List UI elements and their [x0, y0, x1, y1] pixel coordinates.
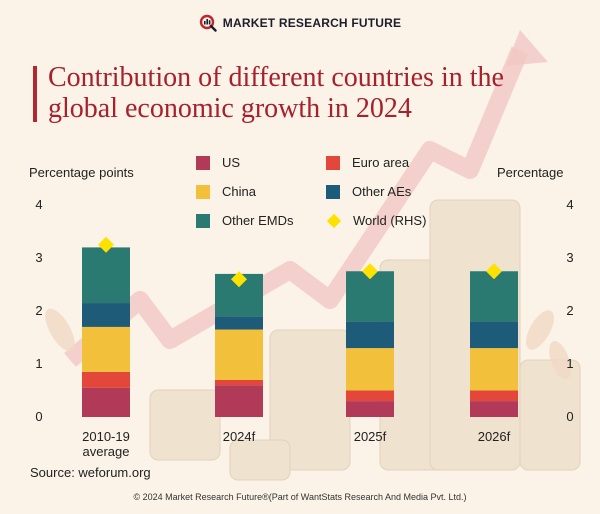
- y2-tick-label: 2: [566, 303, 573, 318]
- world-marker-diamond: [98, 236, 114, 253]
- source-note: Source: weforum.org: [30, 465, 151, 480]
- legend-swatch-us: [196, 155, 210, 170]
- bar-segment-other-emds: [346, 271, 394, 322]
- legend-swatch-euro-area: [326, 155, 340, 170]
- legend-swatch-china: [196, 184, 210, 199]
- y2-tick-label: 3: [566, 250, 573, 265]
- title-accent-bar: [33, 66, 37, 122]
- bar-segment-us: [346, 401, 394, 417]
- legend-label-euro-area: Euro area: [352, 155, 410, 170]
- x-tick-label: 2024f: [223, 429, 256, 444]
- bar-segment-china: [346, 348, 394, 391]
- bar-segment-other-aes: [346, 321, 394, 349]
- x-tick-label: 2026f: [478, 429, 511, 444]
- legend-swatch-other-emds: [196, 213, 210, 228]
- bar-segment-china: [470, 348, 518, 391]
- bar-segment-euro-area: [82, 371, 130, 388]
- x-tick-label: average: [83, 444, 130, 459]
- bar-segment-other-aes: [215, 316, 263, 330]
- legend-item-other-emds: Other EMDs: [196, 213, 294, 228]
- y2-tick-label: 0: [566, 409, 573, 424]
- world-marker-diamond: [231, 271, 247, 288]
- y-axis-title: Percentage points: [29, 165, 134, 180]
- legend-label-china: China: [222, 184, 256, 199]
- y-tick-label: 0: [35, 409, 42, 424]
- bar-segment-euro-area: [346, 390, 394, 402]
- bar-segment-us: [470, 401, 518, 417]
- legend-label-world: World (RHS): [353, 213, 427, 228]
- y2-axis-title: Percentage: [497, 165, 564, 180]
- bar-segment-euro-area: [215, 379, 263, 386]
- chart-title: Contribution of different countries in t…: [48, 62, 504, 124]
- bar-segment-euro-area: [470, 390, 518, 402]
- legend-label-us: US: [222, 155, 241, 170]
- x-tick-label: 2010-19: [82, 429, 130, 444]
- y2-tick-label: 4: [566, 197, 573, 212]
- legend-item-other-aes: Other AEs: [326, 184, 411, 199]
- bar-segment-china: [215, 329, 263, 380]
- bar-segment-china: [82, 326, 130, 372]
- brand-name: MARKET RESEARCH FUTURE: [222, 16, 402, 30]
- legend-item-china: China: [196, 184, 256, 199]
- y2-tick-label: 1: [566, 356, 573, 371]
- bar-segment-other-emds: [82, 247, 130, 304]
- brand: MARKET RESEARCH FUTURE: [0, 14, 600, 37]
- legend-item-world: World (RHS): [326, 213, 426, 228]
- copyright-footer: © 2024 Market Research Future®(Part of W…: [133, 492, 467, 502]
- brand-logo-icon: [199, 14, 217, 32]
- y-tick-label: 2: [35, 303, 42, 318]
- world-marker-diamond: [362, 263, 378, 280]
- x-tick-label: 2025f: [354, 429, 387, 444]
- legend-label-other-emds: Other EMDs: [222, 213, 294, 228]
- bar-segment-us: [215, 385, 263, 417]
- bar-segment-other-emds: [470, 271, 518, 322]
- legend-item-us: US: [196, 155, 240, 170]
- legend-item-euro-area: Euro area: [326, 155, 409, 170]
- bar-segment-other-aes: [470, 321, 518, 349]
- world-marker-diamond: [486, 263, 502, 280]
- y-tick-label: 4: [35, 197, 42, 212]
- bar-segment-us: [82, 387, 130, 417]
- y-tick-label: 3: [35, 250, 42, 265]
- legend-label-other-aes: Other AEs: [352, 184, 412, 199]
- y-tick-label: 1: [35, 356, 42, 371]
- bar-segment-other-aes: [82, 303, 130, 327]
- legend-swatch-other-aes: [326, 184, 340, 199]
